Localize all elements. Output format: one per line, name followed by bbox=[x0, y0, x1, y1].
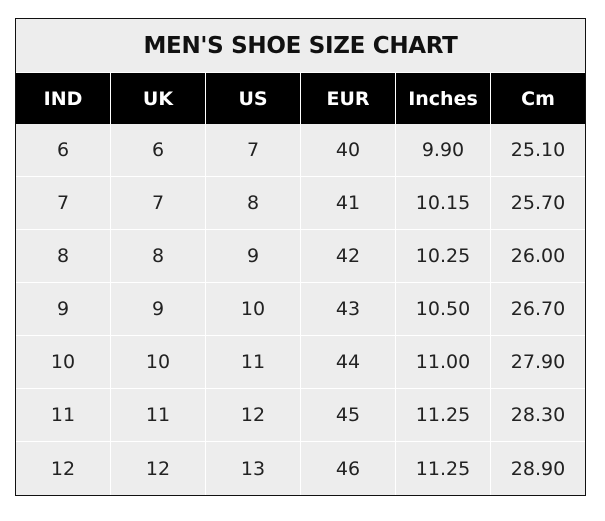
table-cell: 26.00 bbox=[491, 230, 585, 283]
table-cell: 13 bbox=[206, 442, 301, 495]
table-cell: 8 bbox=[111, 230, 206, 283]
table-cell: 25.70 bbox=[491, 177, 585, 230]
table-row: 11 11 12 45 11.25 28.30 bbox=[16, 389, 585, 442]
table-cell: 43 bbox=[301, 283, 396, 336]
table-cell: 10.50 bbox=[396, 283, 491, 336]
table-cell: 7 bbox=[111, 177, 206, 230]
table-row: 7 7 8 41 10.15 25.70 bbox=[16, 177, 585, 230]
table-cell: 28.90 bbox=[510, 457, 566, 480]
column-header: US bbox=[206, 73, 301, 124]
table-cell: 9 bbox=[111, 283, 206, 336]
table-cell: 9 bbox=[206, 230, 301, 283]
table-cell: 11.00 bbox=[396, 336, 491, 389]
table-cell: 26.70 bbox=[491, 283, 585, 336]
column-header: Inches bbox=[396, 73, 491, 124]
table-cell: 9 bbox=[16, 283, 111, 336]
table-cell: 46 bbox=[301, 442, 396, 495]
table-cell: 40 bbox=[301, 124, 396, 177]
table-cell: 42 bbox=[301, 230, 396, 283]
size-chart-table: MEN'S SHOE SIZE CHART IND UK US EUR Inches Cm… bbox=[15, 18, 586, 496]
table-title: MEN'S SHOE SIZE CHART bbox=[16, 19, 585, 73]
table-cell: 41 bbox=[301, 177, 396, 230]
table-row: 6 6 7 40 9.90 25.10 bbox=[16, 124, 585, 177]
table-cell: 11 bbox=[206, 336, 301, 389]
table-cell: 12 bbox=[111, 442, 206, 495]
column-header: EUR bbox=[301, 73, 396, 124]
table-cell: 10.25 bbox=[396, 230, 491, 283]
table-cell: 10 bbox=[16, 336, 111, 389]
table-cell: 25.10 bbox=[491, 124, 585, 177]
table-cell: 6 bbox=[16, 124, 111, 177]
column-header: Cm bbox=[521, 87, 555, 110]
table-body: 6 6 7 40 9.90 25.10 7 7 8 41 10.15 25.70 8 8 9 42 10.25 2… bbox=[16, 124, 585, 495]
table-cell: 11.25 bbox=[396, 389, 491, 442]
table-cell: 8 bbox=[206, 177, 301, 230]
table-cell: 6 bbox=[111, 124, 206, 177]
header-row: IND UK US EUR Inches Cm bbox=[16, 73, 585, 124]
table-cell: 7 bbox=[16, 177, 111, 230]
table-cell: 11 bbox=[111, 389, 206, 442]
table-row: 9 9 10 43 10.50 26.70 bbox=[16, 283, 585, 336]
column-header: IND bbox=[16, 73, 111, 124]
table-cell: 10 bbox=[111, 336, 206, 389]
table-cell: 44 bbox=[301, 336, 396, 389]
table-row: 10 10 11 44 11.00 27.90 bbox=[16, 336, 585, 389]
table-cell: 11.25 bbox=[396, 442, 491, 495]
table-row: 12 12 13 46 11.25 28.90 bbox=[16, 442, 585, 495]
table-cell: 27.90 bbox=[491, 336, 585, 389]
column-header: UK bbox=[111, 73, 206, 124]
table-cell: 45 bbox=[301, 389, 396, 442]
table-row: 8 8 9 42 10.25 26.00 bbox=[16, 230, 585, 283]
table-cell: 7 bbox=[206, 124, 301, 177]
table-cell: 8 bbox=[16, 230, 111, 283]
table-cell: 9.90 bbox=[396, 124, 491, 177]
table-cell: 28.30 bbox=[491, 389, 585, 442]
table-cell: 10.15 bbox=[396, 177, 491, 230]
table-cell: 12 bbox=[206, 389, 301, 442]
table-cell: 12 bbox=[16, 442, 111, 495]
table-cell: 10 bbox=[206, 283, 301, 336]
table-cell: 11 bbox=[16, 389, 111, 442]
